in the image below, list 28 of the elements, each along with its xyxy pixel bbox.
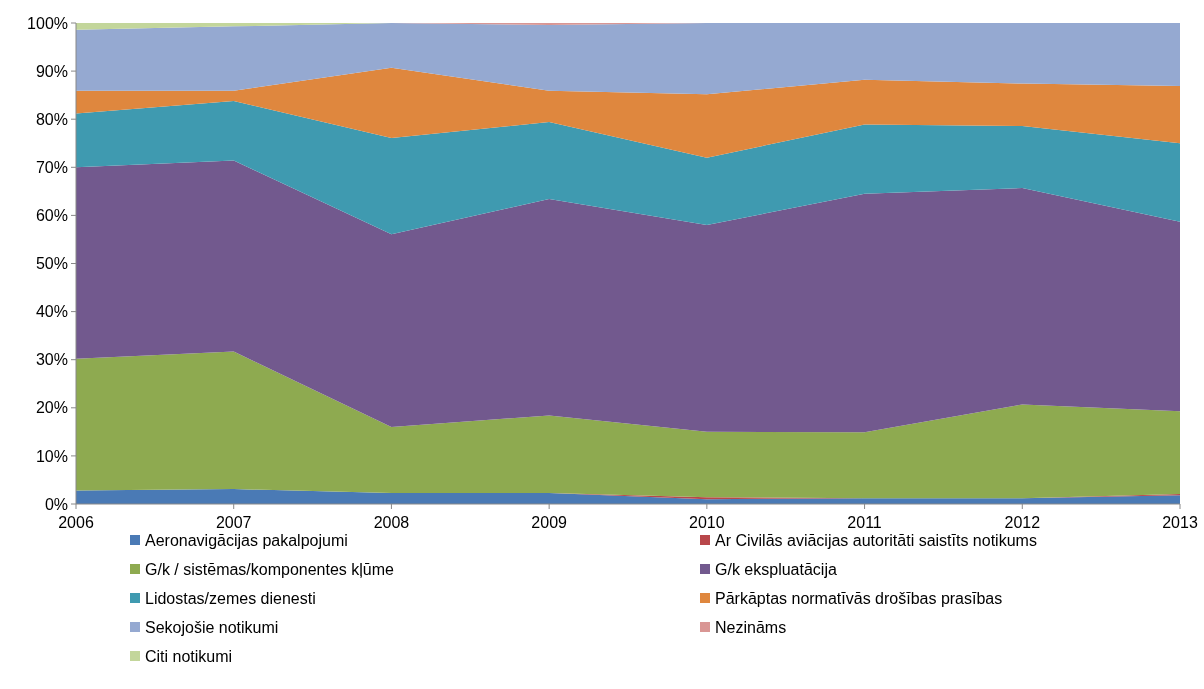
- y-tick-label: 10%: [35, 447, 68, 465]
- legend-label: Citi notikumi: [145, 647, 233, 665]
- x-tick-label: 2012: [1004, 514, 1041, 531]
- y-tick-label: 40%: [35, 303, 68, 321]
- legend-label: Aeronavigācijas pakalpojumi: [145, 531, 348, 549]
- x-tick-label: 2006: [58, 514, 94, 531]
- x-tick-label: 2013: [1162, 514, 1198, 531]
- y-tick-label: 60%: [35, 207, 68, 224]
- y-tick-label: 20%: [35, 399, 68, 417]
- legend-label: G/k ekspluatācija: [715, 560, 837, 578]
- y-tick-label: 90%: [35, 62, 68, 80]
- y-tick-label: 30%: [35, 351, 68, 369]
- x-tick-label: 2007: [215, 514, 252, 531]
- y-tick-label: 80%: [35, 110, 68, 128]
- y-tick-label: 70%: [35, 158, 68, 176]
- x-tick-label: 2009: [531, 514, 568, 531]
- x-tick-label: 2011: [847, 514, 882, 531]
- y-tick-label: 100%: [27, 14, 68, 32]
- legend-label: Sekojošie notikumi: [145, 618, 279, 636]
- legend-label: Lidostas/zemes dienesti: [145, 589, 316, 607]
- legend-label: Pārkāptas normatīvās drošības prasības: [715, 589, 1003, 607]
- x-tick-label: 2010: [689, 514, 725, 531]
- x-tick-label: 2008: [373, 514, 410, 531]
- legend-label: Ar Civilās aviācijas autoritāti saistīts notikums: [715, 531, 1037, 549]
- legend-label: G/k / sistēmas/komponentes kļūme: [145, 560, 395, 578]
- legend-label: Nezināms: [715, 618, 787, 636]
- y-tick-label: 50%: [35, 255, 68, 273]
- y-tick-label: 0%: [44, 495, 68, 513]
